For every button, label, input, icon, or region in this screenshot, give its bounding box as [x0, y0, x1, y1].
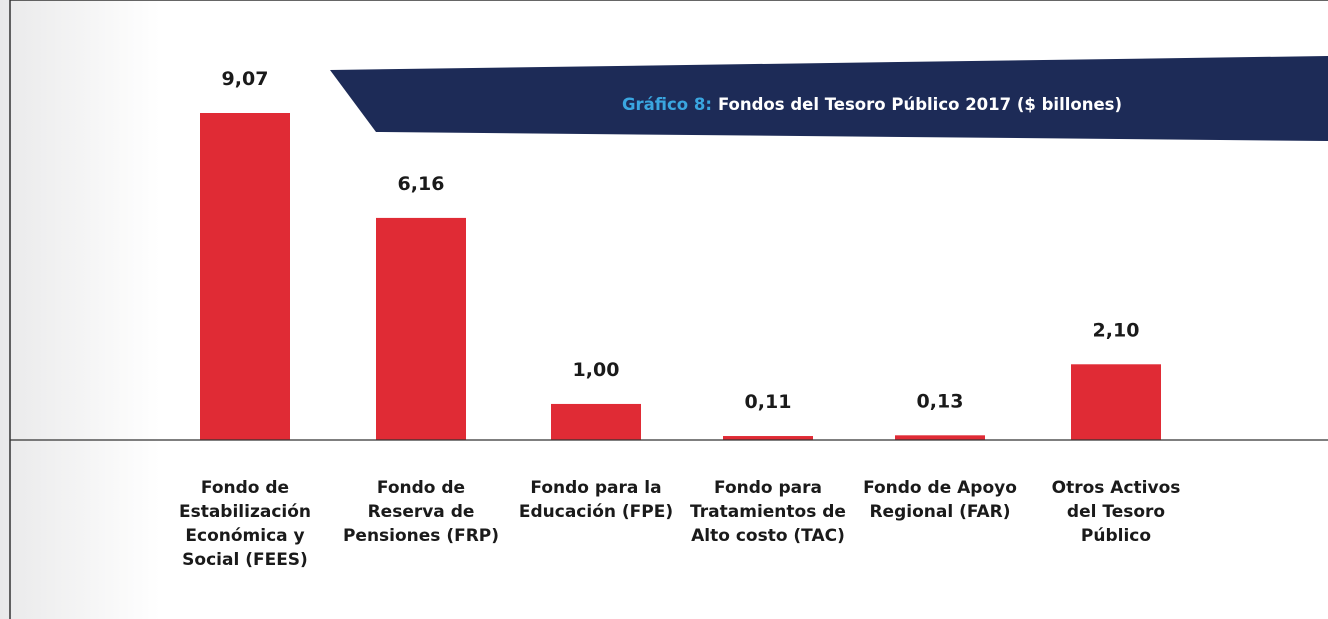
value-label: 0,13: [917, 390, 964, 412]
chart-title: Gráfico 8: Fondos del Tesoro Público 2017…: [622, 95, 1122, 114]
title-label: Gráfico 8:: [622, 95, 712, 114]
bar: [200, 113, 290, 440]
bar: [895, 435, 985, 440]
bar: [1071, 364, 1161, 440]
x-tick-label: Fondo para la Educación (FPE): [518, 478, 674, 522]
bar: [723, 436, 813, 440]
x-tick-label: Fondo para Tratamientos de Alto costo (T…: [690, 478, 846, 546]
value-label: 9,07: [222, 68, 269, 90]
x-tick-label: Fondo de Estabilización Económica y Soci…: [178, 478, 312, 570]
value-label: 2,10: [1093, 319, 1140, 341]
bar: [376, 217, 466, 440]
bar: [551, 403, 641, 440]
x-tick-label: Fondo de Reserva de Pensiones (FRP): [342, 478, 500, 546]
value-label: 1,00: [573, 359, 620, 381]
x-tick-label: Otros Activos del Tesoro Público: [1051, 478, 1181, 546]
value-label: 6,16: [398, 173, 445, 195]
x-tick-label: Fondo de Apoyo Regional (FAR): [863, 478, 1017, 522]
title-text: Fondos del Tesoro Público 2017 ($ billon…: [718, 95, 1122, 114]
title-banner: [330, 56, 1328, 141]
value-label: 0,11: [745, 391, 792, 413]
